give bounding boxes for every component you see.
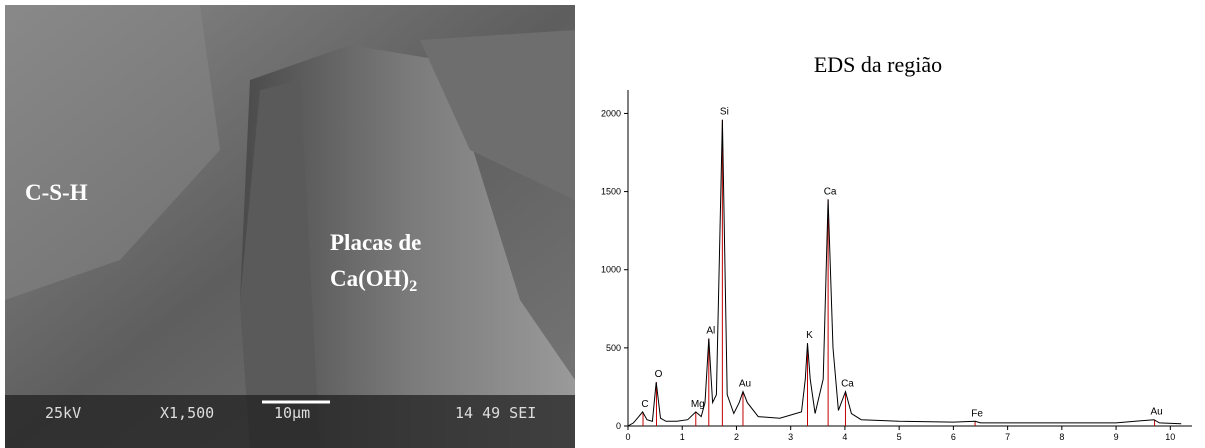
x-tick-label: 4	[842, 432, 847, 442]
sem-info: 10µm	[274, 404, 310, 422]
sem-info: X1,500	[160, 404, 214, 422]
label: Ca(OH)2	[330, 266, 417, 295]
peak-label: Mg	[691, 399, 705, 410]
peak-label: Al	[706, 325, 715, 336]
sem-info: 14 49 SEI	[455, 404, 536, 422]
peak-label: O	[655, 369, 663, 380]
label: Placas de	[330, 230, 421, 255]
plot: 0 500 1000 1500 2000 0 1 2 3 4 5 6 7 8 9 10 C O Mg Al Si Au K C…	[601, 90, 1192, 442]
x-tick-label: 8	[1059, 432, 1064, 442]
peak-label: Ca	[824, 186, 837, 197]
peak-label: Au	[739, 379, 751, 390]
x-tick-label: 5	[897, 432, 902, 442]
y-tick-label: 1500	[601, 187, 621, 197]
y-tick-label: 2000	[601, 108, 621, 118]
x-tick-label: 2	[734, 432, 739, 442]
x-tick-label: 10	[1165, 432, 1175, 442]
y-tick-label: 0	[616, 421, 621, 431]
peak-label: Fe	[971, 408, 983, 419]
x-tick-label: 0	[625, 432, 630, 442]
peak-label: Si	[720, 107, 729, 118]
sem-info: 25kV	[45, 404, 81, 422]
label: C-S-H	[25, 180, 88, 205]
subscript: 2	[409, 278, 417, 295]
y-tick-label: 500	[606, 343, 621, 353]
peak-label: Ca	[841, 379, 854, 390]
peak-label: K	[806, 330, 813, 341]
figure: C-S-H Placas de Ca(OH)2 25kV X1,500 10µm…	[0, 0, 1205, 448]
x-tick-label: 9	[1114, 432, 1119, 442]
x-tick-label: 6	[951, 432, 956, 442]
y-tick-label: 1000	[601, 265, 621, 275]
x-tick-label: 7	[1005, 432, 1010, 442]
sem-image: C-S-H Placas de Ca(OH)2 25kV X1,500 10µm…	[5, 5, 575, 448]
peak-label: C	[641, 399, 648, 410]
peak-label: Au	[1150, 407, 1162, 418]
x-tick-label: 1	[680, 432, 685, 442]
x-tick-label: 3	[788, 432, 793, 442]
chart-title: EDS da região	[814, 52, 942, 77]
spectrum-line	[628, 120, 1181, 426]
formula: Ca(OH)	[330, 266, 409, 291]
